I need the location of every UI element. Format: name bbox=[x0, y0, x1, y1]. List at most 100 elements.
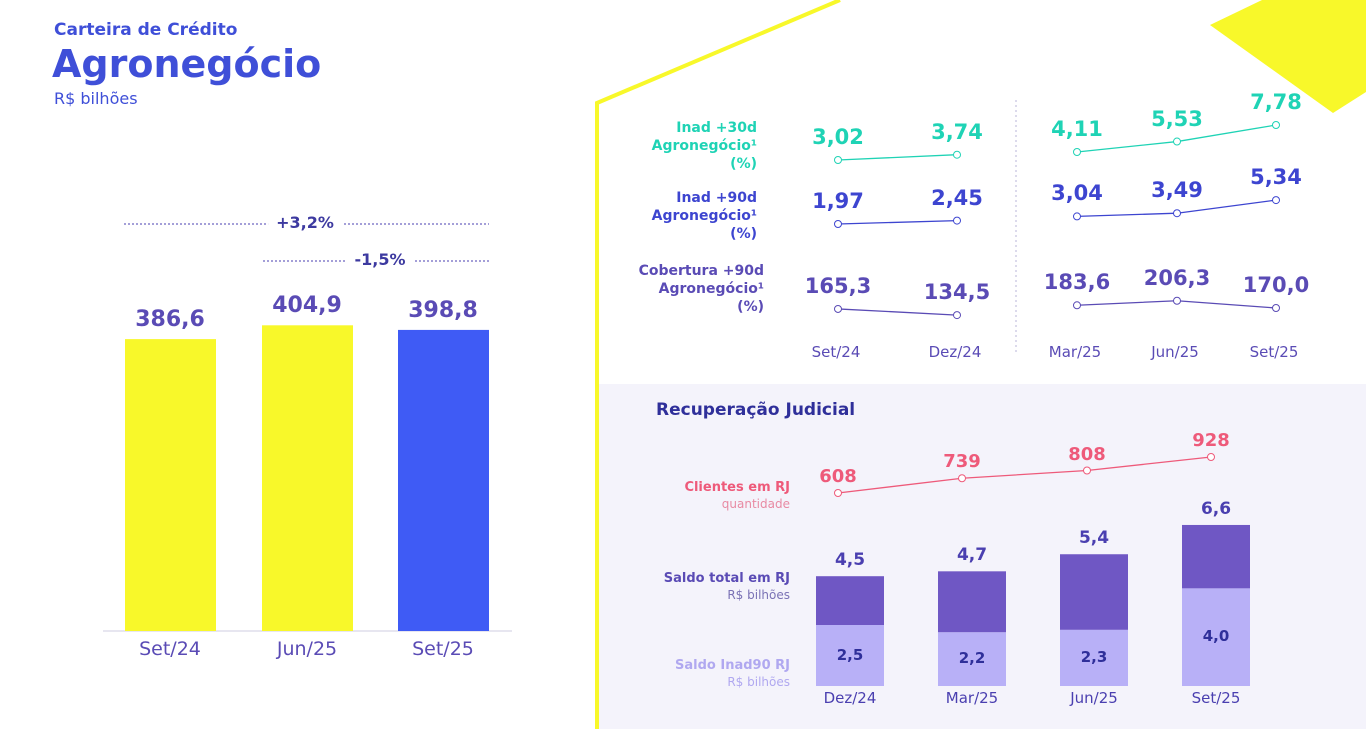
saldo-inad90-bar bbox=[1060, 629, 1128, 686]
data-label: 206,3 bbox=[1143, 265, 1211, 290]
legend-label: Clientes em RJ bbox=[684, 480, 790, 495]
clientes-line bbox=[837, 456, 1212, 494]
data-label: 3,74 bbox=[931, 119, 983, 144]
data-point bbox=[1173, 209, 1181, 218]
data-point bbox=[1272, 196, 1280, 205]
data-point bbox=[953, 311, 961, 320]
x-tick-label: Mar/25 bbox=[1048, 343, 1102, 361]
data-label: 5,53 bbox=[1151, 106, 1203, 131]
data-label: 165,3 bbox=[804, 273, 872, 298]
data-label: 4,11 bbox=[1051, 116, 1103, 141]
saldo-inad90-label: 4,0 bbox=[1202, 627, 1230, 646]
rj-title: Recuperação Judicial bbox=[656, 400, 856, 420]
legend-label: Saldo total em RJ bbox=[663, 571, 790, 586]
clientes-label: 608 bbox=[819, 466, 857, 487]
data-point bbox=[1173, 137, 1181, 146]
x-tick-label: Dez/24 bbox=[928, 343, 982, 361]
saldo-total-label: 4,7 bbox=[956, 545, 988, 566]
bar-Set/25 bbox=[398, 329, 489, 631]
yellow-frame-line bbox=[595, 0, 841, 729]
series-label: Inad +30d bbox=[676, 120, 757, 136]
data-point bbox=[1073, 147, 1081, 156]
x-tick-label: Set/25 bbox=[412, 638, 474, 660]
data-point bbox=[834, 156, 842, 164]
data-label: 183,6 bbox=[1043, 270, 1111, 295]
data-point bbox=[953, 150, 961, 159]
series-line bbox=[837, 154, 958, 161]
x-tick-label: Set/25 bbox=[1249, 343, 1299, 361]
x-tick-label: Dez/24 bbox=[823, 689, 877, 707]
clientes-label: 808 bbox=[1068, 443, 1106, 465]
series-label: Inad +90d bbox=[676, 190, 757, 206]
saldo-total-bar bbox=[816, 576, 884, 625]
data-point bbox=[1173, 296, 1181, 305]
bar-value-label: 398,8 bbox=[408, 297, 478, 323]
legend-sublabel: R$ bilhões bbox=[727, 588, 790, 602]
bar-value-label: 404,9 bbox=[272, 293, 342, 319]
data-label: 170,0 bbox=[1242, 273, 1310, 297]
series-label: Agronegócio¹ bbox=[651, 138, 757, 154]
x-tick-label: Jun/25 bbox=[1151, 343, 1199, 361]
page-title: Agronegócio bbox=[52, 42, 322, 86]
variation-label: +3,2% bbox=[268, 213, 342, 232]
series-line bbox=[837, 219, 958, 225]
saldo-inad90-bar bbox=[816, 625, 884, 686]
variation-label: -1,5% bbox=[346, 250, 414, 269]
saldo-total-label: 4,5 bbox=[834, 550, 866, 571]
data-label: 3,02 bbox=[812, 125, 864, 149]
clientes-point bbox=[958, 474, 966, 483]
x-tick-label: Mar/25 bbox=[945, 689, 999, 707]
x-tick-label: Set/24 bbox=[811, 343, 861, 361]
clientes-label: 739 bbox=[943, 451, 981, 473]
clientes-label: 928 bbox=[1192, 430, 1230, 451]
data-label: 2,45 bbox=[931, 185, 983, 210]
saldo-total-bar bbox=[1060, 554, 1128, 630]
data-label: 3,49 bbox=[1151, 178, 1203, 203]
x-tick-label: Jun/25 bbox=[276, 638, 338, 660]
saldo-inad90-bar bbox=[938, 632, 1006, 686]
saldo-inad90-label: 2,5 bbox=[836, 645, 864, 664]
legend-sublabel: R$ bilhões bbox=[727, 675, 790, 689]
yellow-corner-shape bbox=[1210, 0, 1366, 113]
data-point bbox=[834, 220, 842, 228]
clientes-point bbox=[1207, 453, 1215, 461]
data-label: 7,78 bbox=[1250, 90, 1302, 114]
data-label: 5,34 bbox=[1250, 165, 1302, 190]
header-subtitle: Carteira de Crédito bbox=[54, 20, 238, 40]
data-point bbox=[1073, 301, 1081, 310]
data-label: 3,04 bbox=[1051, 181, 1103, 206]
legend-sublabel: quantidade bbox=[721, 497, 790, 511]
data-point bbox=[1272, 304, 1280, 312]
bar-Jun/25 bbox=[262, 325, 353, 631]
series-label: Cobertura +90d bbox=[638, 263, 764, 279]
saldo-total-bar bbox=[938, 571, 1006, 633]
series-label: Agronegócio¹ bbox=[658, 281, 764, 297]
series-label: (%) bbox=[730, 156, 757, 172]
series-label: (%) bbox=[737, 299, 764, 315]
data-label: 134,5 bbox=[923, 280, 991, 305]
header-unit: R$ bilhões bbox=[54, 89, 138, 108]
saldo-total-bar bbox=[1182, 524, 1250, 589]
saldo-inad90-label: 2,3 bbox=[1080, 647, 1108, 666]
data-point bbox=[1073, 212, 1081, 221]
x-tick-label: Set/25 bbox=[1191, 689, 1241, 707]
legend-label: Saldo Inad90 RJ bbox=[675, 658, 790, 673]
x-tick-label: Set/24 bbox=[139, 638, 201, 660]
data-point bbox=[953, 216, 961, 225]
saldo-total-label: 6,6 bbox=[1200, 498, 1232, 519]
data-point bbox=[1272, 121, 1280, 130]
bar-value-label: 386,6 bbox=[135, 307, 205, 333]
data-point bbox=[834, 304, 842, 313]
clientes-point bbox=[834, 489, 842, 497]
data-label: 1,97 bbox=[812, 189, 864, 213]
saldo-inad90-label: 2,2 bbox=[958, 649, 986, 668]
series-label: Agronegócio¹ bbox=[651, 208, 757, 224]
x-tick-label: Jun/25 bbox=[1070, 689, 1118, 707]
saldo-total-label: 5,4 bbox=[1078, 528, 1110, 549]
saldo-inad90-bar bbox=[1182, 588, 1250, 686]
series-line bbox=[837, 308, 958, 316]
bar-Set/24 bbox=[125, 339, 216, 631]
clientes-point bbox=[1083, 466, 1091, 475]
series-label: (%) bbox=[730, 226, 757, 242]
